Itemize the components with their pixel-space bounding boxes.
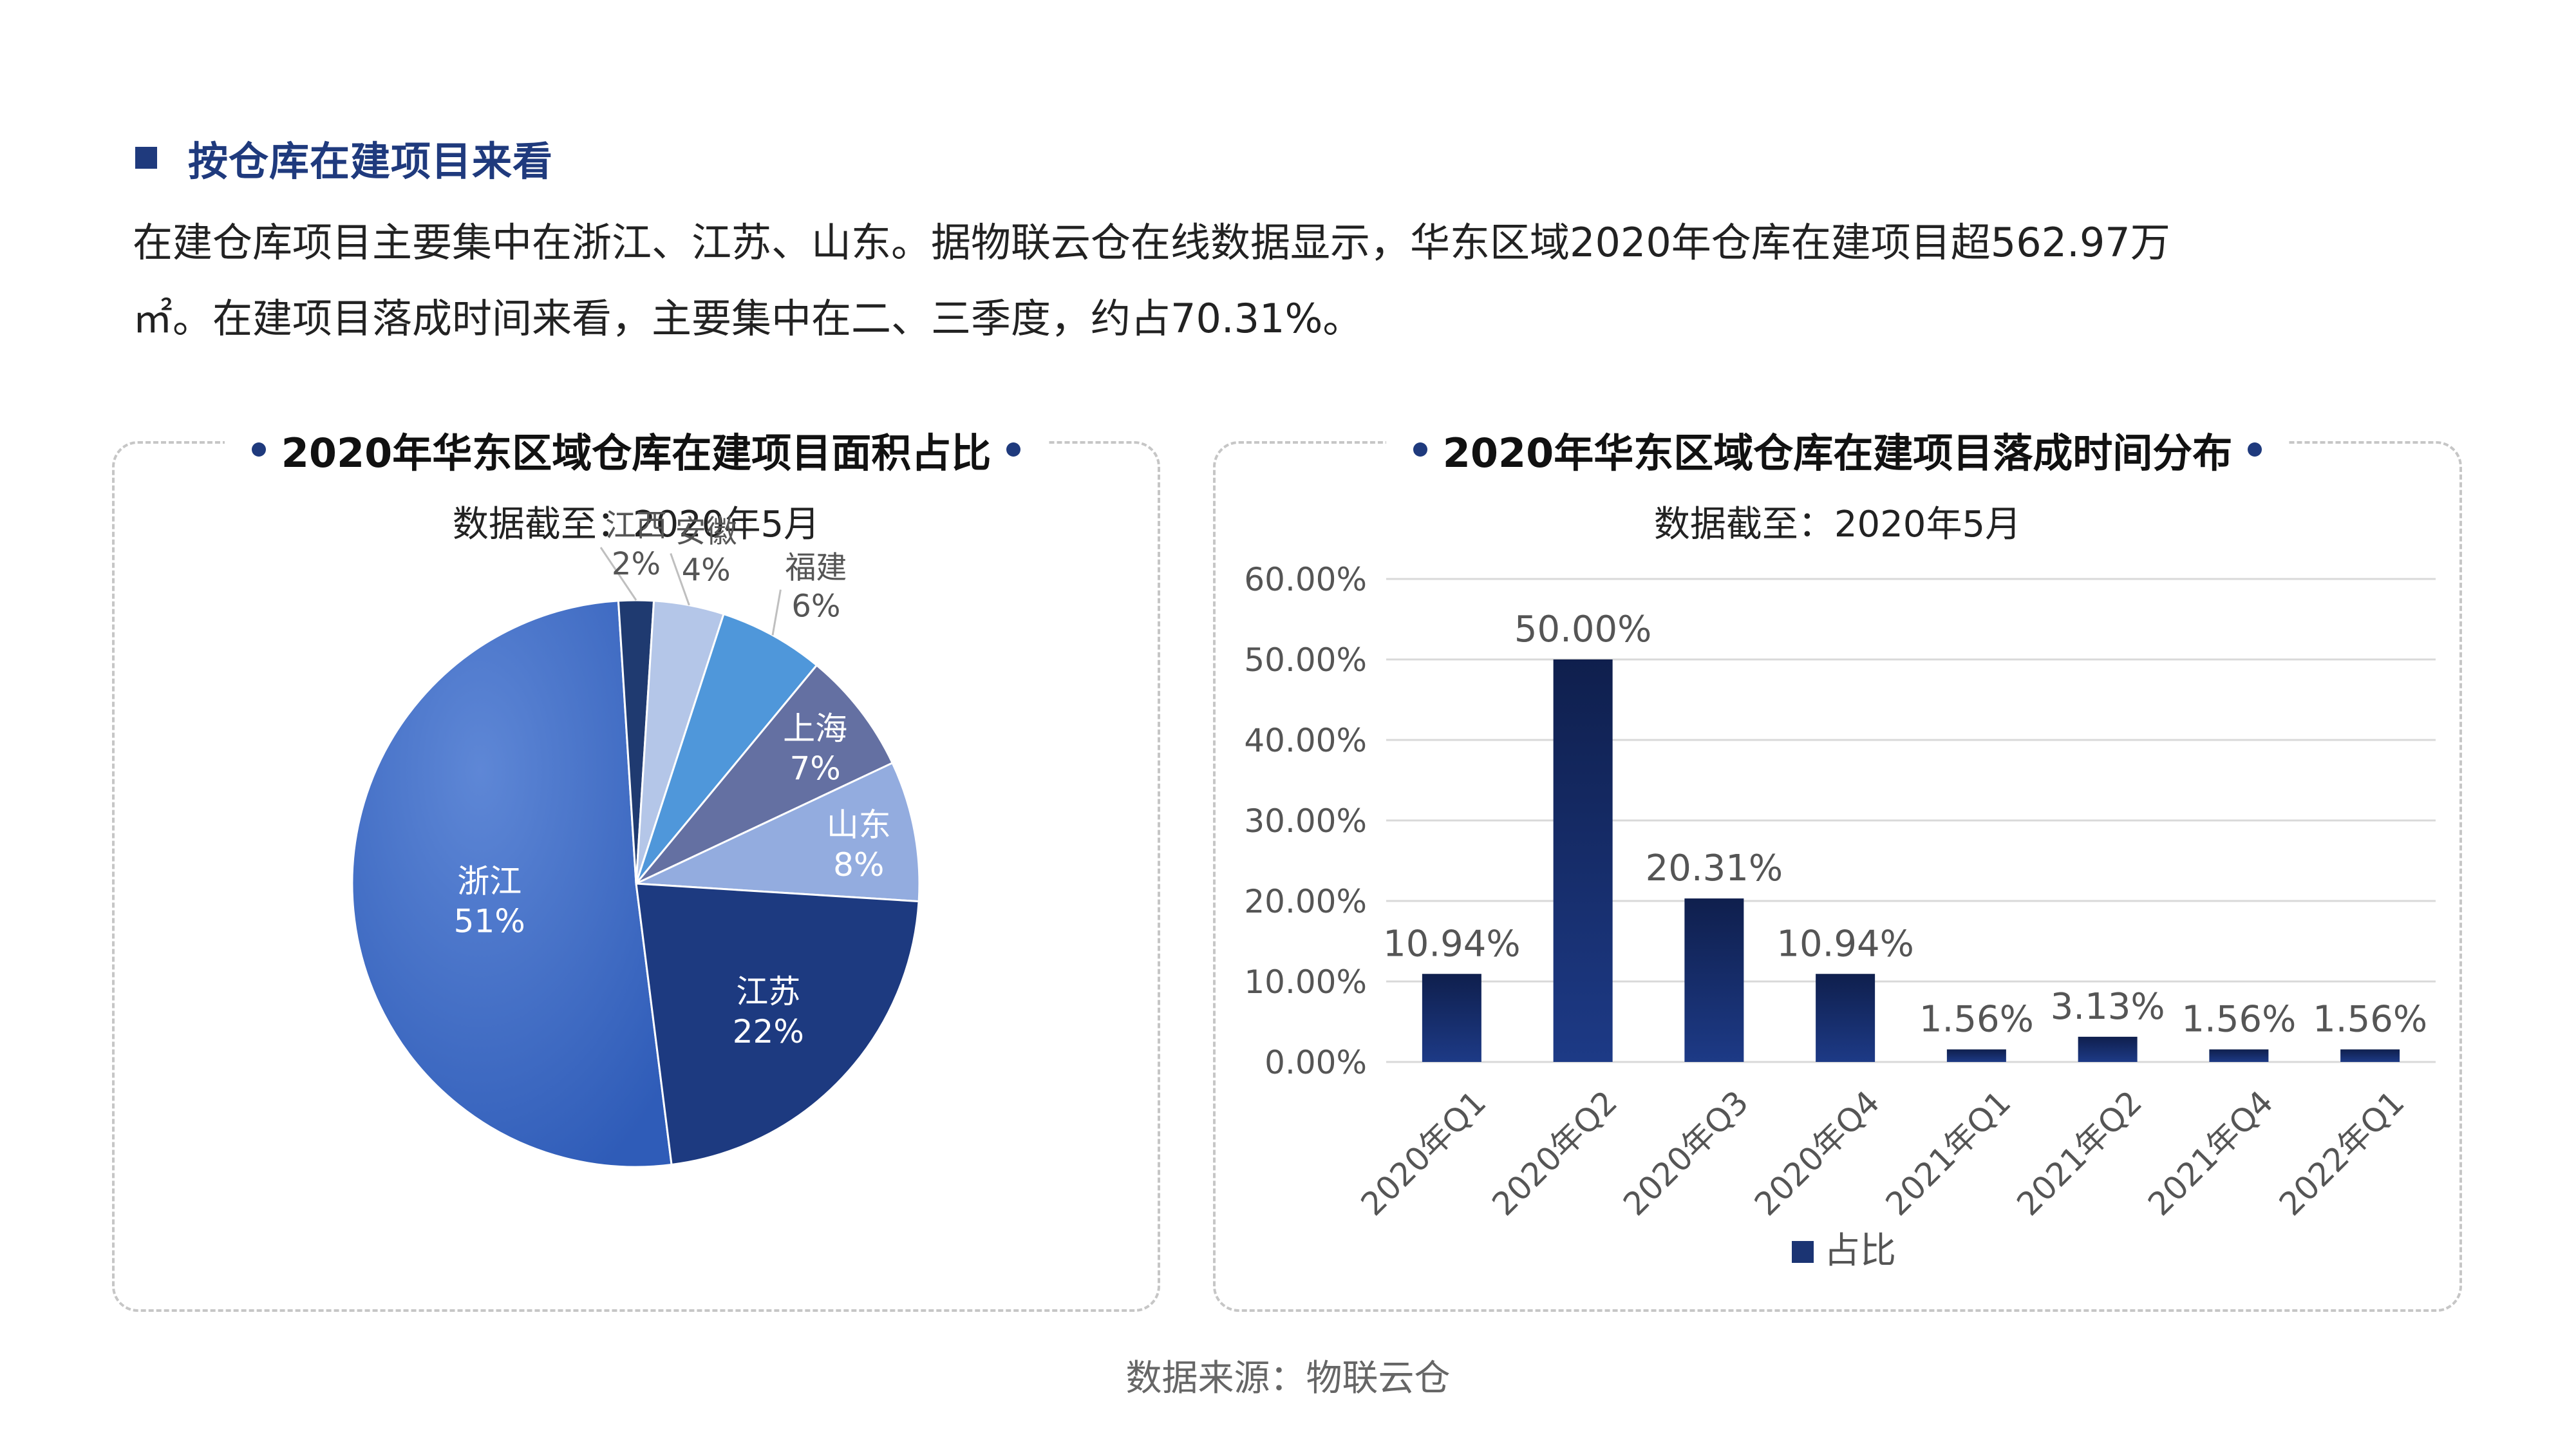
bullet-dot-icon — [251, 442, 266, 457]
bullet-dot-icon — [2248, 442, 2262, 457]
bar-data-label: 1.56% — [2313, 999, 2427, 1041]
pie-label-name: 江苏 — [736, 973, 800, 1010]
pie-label-value: 4% — [682, 552, 731, 588]
y-tick-label: 0.00% — [1264, 1044, 1367, 1081]
paragraph-line-2: ㎡。在建项目落成时间来看，主要集中在二、三季度，约占70.31%。 — [133, 295, 1363, 342]
bar-data-label: 3.13% — [2051, 986, 2165, 1028]
x-tick-label: 2020年Q2 — [1485, 1083, 1624, 1223]
y-tick-label: 20.00% — [1244, 883, 1367, 920]
pie-label-name: 上海 — [783, 710, 847, 747]
pie-slice — [635, 882, 920, 1166]
bar — [1946, 1049, 2006, 1062]
bullet-dot-icon — [1413, 442, 1427, 457]
pie-slice-label: 上海7% — [783, 710, 847, 787]
y-tick-label: 50.00% — [1244, 641, 1367, 679]
bar-data-label: 50.00% — [1514, 609, 1652, 650]
x-tick-label: 2021年Q1 — [1879, 1083, 2018, 1223]
legend: 占比 — [1792, 1230, 1896, 1272]
pie-chart-title: 2020年华东区域仓库在建项目面积占比 — [115, 421, 1158, 478]
pie-chart-subtitle: 数据截至：2020年5月 — [452, 504, 820, 545]
x-tick-label: 2021年Q4 — [2141, 1083, 2280, 1223]
pie-label-name: 安徽 — [675, 513, 737, 549]
bar-chart-panel: 2020年华东区域仓库在建项目落成时间分布 数据截至：2020年5月 0.00%… — [1213, 421, 2462, 1312]
pie-leader-line — [771, 589, 782, 636]
x-tick-label: 2020年Q1 — [1354, 1083, 1494, 1223]
bar-data-label: 1.56% — [2181, 999, 2296, 1041]
pie-label-value: 22% — [733, 1013, 804, 1050]
y-tick-label: 40.00% — [1244, 722, 1367, 759]
pie-label-name: 浙江 — [457, 863, 522, 900]
pie-label-value: 7% — [789, 750, 840, 787]
bar-data-label: 10.94% — [1776, 923, 1914, 965]
bar — [2209, 1049, 2269, 1062]
bar-data-label: 20.31% — [1646, 848, 1783, 889]
x-tick-label: 2021年Q2 — [2009, 1083, 2149, 1223]
bar — [2340, 1049, 2400, 1062]
pie-slice-label: 安徽4% — [670, 513, 737, 606]
bar — [1553, 659, 1613, 1062]
legend-label: 占比 — [1824, 1230, 1896, 1272]
pie-label-value: 51% — [454, 903, 525, 940]
pie-slice — [635, 663, 894, 885]
pie-chart-panel: 2020年华东区域仓库在建项目面积占比 数据截至：2020年5月 浙江 51% 江西… — [112, 421, 1160, 1312]
pie-label-name: 福建 — [785, 550, 847, 586]
pie-label-value: 6% — [791, 589, 840, 625]
heading-square-icon — [135, 147, 157, 169]
y-tick-label: 60.00% — [1244, 561, 1367, 598]
pie-leader-line — [670, 553, 690, 606]
section-heading: 按仓库在建项目来看 — [135, 129, 553, 187]
pie-leader-line — [599, 547, 637, 601]
bullet-dot-icon — [1006, 442, 1021, 457]
bar — [1684, 898, 1744, 1062]
x-tick-label: 2022年Q1 — [2272, 1083, 2412, 1223]
pie-slice-label: 江西2% — [599, 507, 667, 601]
pie-slice — [351, 600, 673, 1168]
x-tick-label: 2020年Q3 — [1616, 1083, 1756, 1223]
legend-swatch — [1792, 1241, 1814, 1263]
intro-paragraph: 在建仓库项目主要集中在浙江、江苏、山东。据物联云仓在线数据显示，华东区域2020… — [133, 205, 2476, 357]
bar-data-label: 10.94% — [1383, 923, 1521, 965]
bar-chart-subtitle: 数据截至：2020年5月 — [1653, 504, 2022, 545]
bar-chart-title-text: 2020年华东区域仓库在建项目落成时间分布 — [1442, 430, 2233, 477]
bar — [1422, 974, 1481, 1062]
y-tick-label: 10.00% — [1244, 963, 1367, 1001]
pie-slice — [635, 761, 921, 903]
pie-label-name: 江西 — [605, 507, 667, 544]
bar-chart: 0.00% 10.00% 20.00% 30.00% 40.00% 50.00% 60.00… — [1244, 561, 2436, 1272]
pie-label-value: 2% — [612, 546, 661, 582]
data-source-note: 数据来源：物联云仓 — [1125, 1358, 1451, 1399]
pie-slice — [635, 612, 818, 884]
pie-slice-label: 山东8% — [827, 806, 891, 884]
pie-chart-title-text: 2020年华东区域仓库在建项目面积占比 — [281, 430, 992, 477]
pie-label-name: 山东 — [827, 806, 891, 844]
bar-data-label: 1.56% — [1919, 999, 2034, 1041]
bar-chart-title: 2020年华东区域仓库在建项目落成时间分布 — [1216, 421, 2459, 478]
heading-text: 按仓库在建项目来看 — [188, 138, 554, 185]
pie-label-value: 8% — [833, 846, 884, 884]
x-tick-label: 2020年Q4 — [1747, 1083, 1887, 1223]
paragraph-line-1: 在建仓库项目主要集中在浙江、江苏、山东。据物联云仓在线数据显示，华东区域2020… — [133, 219, 2170, 266]
bar — [2078, 1036, 2138, 1062]
pie-slice-label: 福建6% — [771, 550, 847, 636]
y-tick-label: 30.00% — [1244, 802, 1367, 840]
bar — [1816, 974, 1876, 1062]
